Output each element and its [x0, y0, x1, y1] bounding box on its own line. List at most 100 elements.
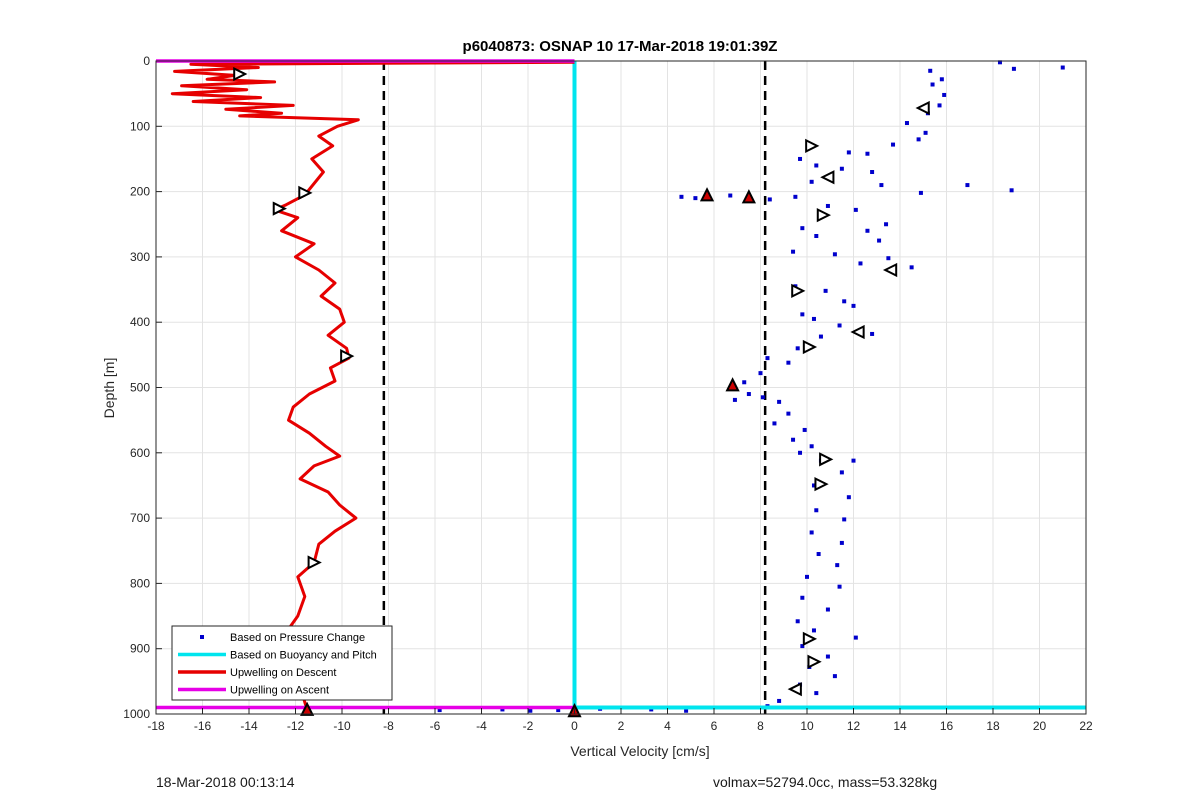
footer-volmax-mass: volmax=52794.0cc, mass=53.328kg	[713, 774, 938, 790]
legend-label: Based on Pressure Change	[230, 632, 365, 644]
data-point	[942, 92, 947, 97]
data-point	[1011, 66, 1016, 71]
data-point	[809, 444, 814, 449]
data-point	[928, 68, 933, 73]
x-tick-label: -2	[523, 719, 534, 733]
data-point	[839, 470, 844, 475]
series-line	[572, 61, 1086, 710]
x-tick-label: 12	[847, 719, 861, 733]
legend: Based on Pressure Change Based on Buoyanc…	[171, 625, 393, 701]
marker	[882, 262, 898, 278]
data-point	[772, 421, 777, 426]
data-point	[965, 183, 970, 188]
plot-area	[156, 59, 1086, 718]
data-point	[809, 530, 814, 535]
legend-label: Upwelling on Descent	[230, 667, 336, 679]
data-point	[556, 708, 561, 713]
data-point	[814, 234, 819, 239]
marker	[791, 283, 806, 298]
data-point	[693, 196, 698, 201]
series-line	[170, 60, 575, 711]
data-point	[918, 190, 923, 195]
data-point	[884, 222, 889, 227]
data-point	[853, 635, 858, 640]
data-point	[500, 707, 505, 712]
marker	[802, 631, 818, 647]
data-point	[842, 517, 847, 522]
data-point	[825, 607, 830, 612]
data-point	[930, 82, 935, 87]
data-point	[791, 437, 796, 442]
marker	[787, 682, 802, 697]
y-axis-label: Depth [m]	[101, 358, 117, 419]
x-tick-label: -18	[147, 719, 165, 733]
data-point	[760, 395, 765, 400]
marker	[699, 187, 715, 202]
x-tick-label: 22	[1079, 719, 1093, 733]
data-point	[777, 698, 782, 703]
data-point	[835, 563, 840, 568]
data-point	[818, 334, 823, 339]
data-point	[825, 203, 830, 208]
data-point	[832, 252, 837, 257]
data-point	[916, 137, 921, 142]
marker	[816, 207, 832, 223]
data-point	[891, 142, 896, 147]
marker	[807, 654, 822, 669]
marker	[741, 189, 756, 204]
data-point	[809, 179, 814, 184]
legend-box	[171, 625, 393, 701]
x-tick-label: 8	[757, 719, 764, 733]
marker	[340, 349, 355, 364]
data-point	[728, 193, 733, 198]
marker	[814, 477, 829, 492]
data-point	[997, 60, 1002, 65]
data-point	[904, 121, 909, 126]
data-point	[879, 183, 884, 188]
x-tick-label: 18	[986, 719, 1000, 733]
marker	[233, 66, 248, 82]
x-tick-label: -6	[430, 719, 441, 733]
x-axis-label: Vertical Velocity [cm/s]	[570, 743, 709, 759]
data-point	[865, 151, 870, 156]
data-point	[909, 265, 914, 270]
data-point	[923, 130, 928, 135]
data-point	[798, 156, 803, 161]
data-point	[877, 238, 882, 243]
data-point	[811, 483, 816, 488]
marker	[272, 201, 287, 216]
data-point	[837, 323, 842, 328]
y-tick-label: 800	[130, 576, 150, 590]
x-tick-label: 16	[940, 719, 954, 733]
data-point	[814, 691, 819, 696]
data-point	[839, 166, 844, 171]
data-point	[816, 552, 821, 557]
x-tick-label: -4	[476, 719, 487, 733]
x-tick-label: -14	[240, 719, 258, 733]
y-tick-label: 200	[130, 185, 150, 199]
data-point	[1009, 188, 1014, 193]
data-point	[886, 256, 891, 261]
data-point	[791, 249, 796, 254]
x-tick-label: -12	[287, 719, 305, 733]
y-tick-label: 100	[130, 119, 150, 133]
data-point	[795, 346, 800, 351]
y-tick-label: 700	[130, 511, 150, 525]
data-point	[800, 226, 805, 231]
marker	[820, 170, 835, 185]
data-point	[814, 508, 819, 513]
y-tick-label: 300	[130, 250, 150, 264]
data-point	[793, 194, 798, 199]
y-tick-label: 0	[143, 54, 150, 68]
x-tick-label: 14	[893, 719, 907, 733]
x-tick-label: 0	[571, 719, 578, 733]
x-tick-label: -10	[333, 719, 351, 733]
x-tick-label: 20	[1033, 719, 1047, 733]
marker	[802, 339, 818, 355]
data-point	[802, 427, 807, 432]
chart-title: p6040873: OSNAP 10 17-Mar-2018 19:01:39Z	[463, 38, 778, 55]
y-tick-label: 1000	[123, 707, 150, 721]
data-point	[800, 595, 805, 600]
x-tick-label: 6	[711, 719, 718, 733]
